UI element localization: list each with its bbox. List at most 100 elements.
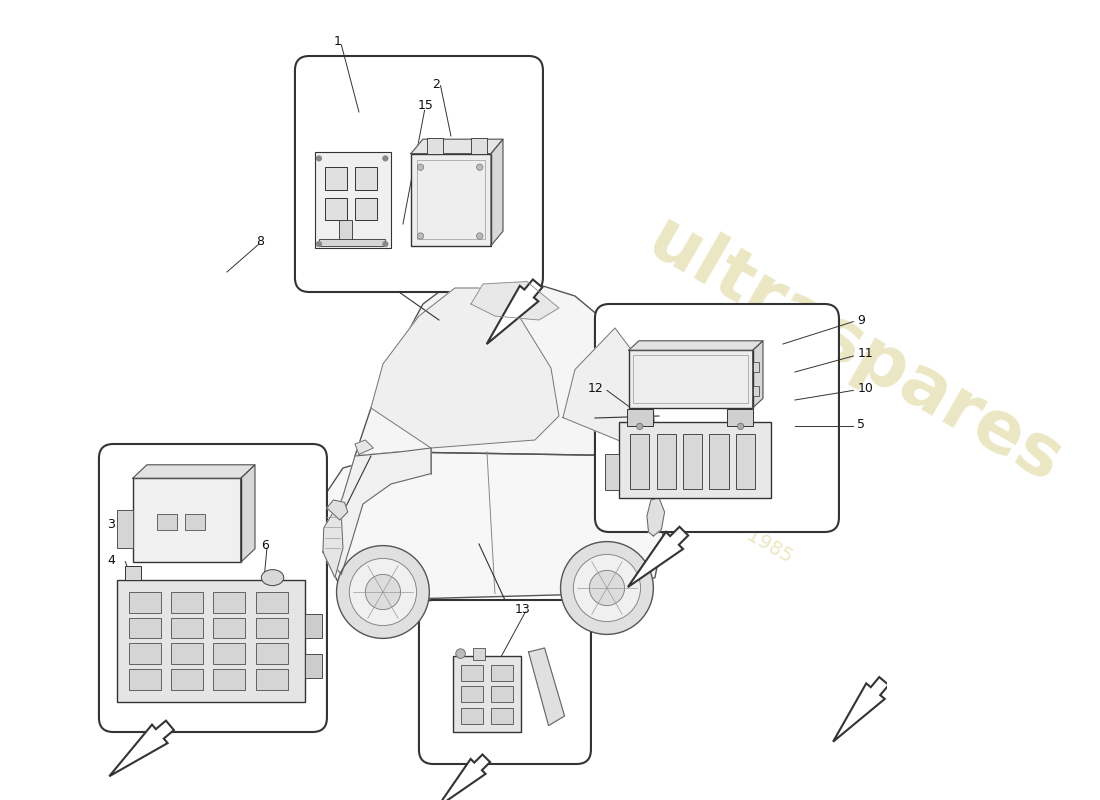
Bar — [630, 434, 649, 489]
Polygon shape — [486, 279, 542, 344]
Bar — [255, 669, 288, 690]
Bar — [491, 686, 514, 702]
Circle shape — [383, 156, 387, 161]
Bar — [752, 386, 759, 396]
Bar — [736, 434, 755, 489]
Bar — [752, 362, 759, 372]
Bar — [213, 618, 245, 638]
Polygon shape — [471, 282, 559, 320]
Circle shape — [337, 546, 429, 638]
FancyBboxPatch shape — [419, 600, 591, 764]
Bar — [657, 434, 675, 489]
Polygon shape — [491, 139, 503, 246]
Text: 15: 15 — [417, 99, 433, 112]
Text: 1: 1 — [333, 35, 341, 48]
Text: 11: 11 — [857, 347, 873, 360]
Bar — [255, 643, 288, 664]
Bar — [710, 434, 728, 489]
Bar — [117, 580, 305, 702]
Bar — [129, 669, 161, 690]
Text: a passion for parts since 1985: a passion for parts since 1985 — [531, 402, 795, 566]
Bar — [324, 198, 346, 220]
Polygon shape — [647, 498, 664, 536]
Bar — [170, 618, 202, 638]
FancyBboxPatch shape — [595, 304, 839, 532]
Bar — [491, 708, 514, 724]
Circle shape — [561, 542, 653, 634]
Bar — [634, 355, 748, 403]
Bar — [170, 669, 202, 690]
Polygon shape — [411, 139, 503, 154]
Polygon shape — [132, 465, 255, 478]
FancyBboxPatch shape — [99, 444, 327, 732]
Bar — [473, 648, 484, 660]
Circle shape — [417, 164, 424, 170]
Polygon shape — [319, 452, 663, 598]
Bar — [491, 665, 514, 681]
Circle shape — [590, 570, 625, 606]
Bar — [156, 514, 176, 530]
Circle shape — [637, 423, 642, 430]
Bar — [255, 618, 288, 638]
Text: ultraspares: ultraspares — [635, 206, 1074, 498]
Polygon shape — [355, 440, 373, 454]
Polygon shape — [563, 328, 654, 452]
Ellipse shape — [262, 570, 284, 586]
Bar — [417, 160, 484, 239]
Polygon shape — [628, 341, 763, 350]
Bar — [170, 643, 202, 664]
Polygon shape — [109, 721, 174, 776]
Polygon shape — [528, 648, 564, 726]
Bar — [324, 167, 346, 190]
Polygon shape — [323, 448, 431, 574]
Bar — [628, 350, 752, 408]
Bar — [213, 643, 245, 664]
Polygon shape — [833, 677, 889, 742]
Text: 9: 9 — [857, 314, 866, 326]
Circle shape — [573, 554, 640, 622]
Text: 8: 8 — [256, 235, 264, 248]
Bar — [355, 167, 377, 190]
Text: 3: 3 — [107, 518, 114, 530]
Polygon shape — [438, 754, 491, 800]
Polygon shape — [355, 276, 663, 456]
Circle shape — [317, 156, 321, 161]
Bar — [213, 669, 245, 690]
Text: 5: 5 — [857, 418, 866, 430]
Bar — [129, 592, 161, 613]
Polygon shape — [327, 500, 348, 520]
Text: 10: 10 — [857, 382, 873, 394]
Polygon shape — [752, 341, 763, 408]
Bar — [411, 154, 491, 246]
Bar — [255, 592, 288, 613]
Bar — [185, 514, 205, 530]
Bar — [124, 566, 141, 580]
Bar — [627, 409, 652, 426]
Circle shape — [455, 649, 465, 658]
Text: 13: 13 — [515, 603, 530, 616]
Circle shape — [350, 558, 417, 626]
Bar — [461, 708, 483, 724]
Text: 6: 6 — [262, 539, 270, 552]
Bar — [305, 614, 322, 638]
Text: 2: 2 — [432, 78, 440, 90]
Bar — [683, 434, 702, 489]
Circle shape — [737, 423, 744, 430]
Bar — [605, 454, 619, 490]
Bar — [129, 643, 161, 664]
Bar — [727, 409, 752, 426]
Circle shape — [476, 233, 483, 239]
Circle shape — [383, 242, 387, 246]
Text: 12: 12 — [587, 382, 603, 394]
Bar — [213, 592, 245, 613]
Circle shape — [417, 233, 424, 239]
Bar — [471, 138, 487, 154]
Polygon shape — [628, 526, 689, 587]
Bar — [132, 478, 241, 562]
Bar — [339, 220, 352, 240]
Bar — [129, 618, 161, 638]
Circle shape — [365, 574, 400, 610]
Bar — [461, 686, 483, 702]
Bar — [461, 665, 483, 681]
Bar — [427, 138, 443, 154]
